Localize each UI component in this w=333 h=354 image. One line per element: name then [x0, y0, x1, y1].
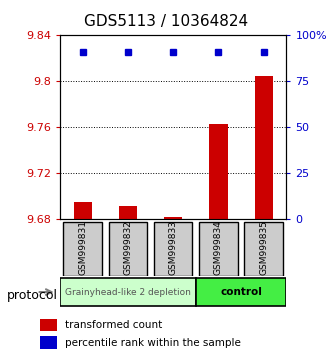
Text: protocol: protocol: [7, 289, 58, 302]
Bar: [209, 124, 227, 219]
FancyBboxPatch shape: [196, 278, 286, 306]
Text: GSM999831: GSM999831: [78, 220, 87, 275]
FancyBboxPatch shape: [199, 222, 238, 276]
FancyBboxPatch shape: [63, 222, 102, 276]
Text: GDS5113 / 10364824: GDS5113 / 10364824: [85, 14, 248, 29]
Bar: [255, 76, 273, 219]
Bar: [40, 336, 57, 349]
Text: GSM999834: GSM999834: [214, 220, 223, 275]
Bar: [40, 319, 57, 331]
Text: Grainyhead-like 2 depletion: Grainyhead-like 2 depletion: [65, 287, 191, 297]
Text: transformed count: transformed count: [65, 320, 163, 330]
Text: GSM999832: GSM999832: [123, 220, 133, 275]
Bar: [164, 217, 182, 219]
FancyBboxPatch shape: [244, 222, 283, 276]
Text: percentile rank within the sample: percentile rank within the sample: [65, 338, 241, 348]
FancyBboxPatch shape: [60, 278, 196, 306]
Text: GSM999835: GSM999835: [259, 220, 268, 275]
Text: GSM999833: GSM999833: [168, 220, 178, 275]
Bar: [74, 202, 92, 219]
FancyBboxPatch shape: [154, 222, 192, 276]
FancyBboxPatch shape: [109, 222, 147, 276]
Bar: [119, 206, 137, 219]
Text: control: control: [220, 287, 262, 297]
